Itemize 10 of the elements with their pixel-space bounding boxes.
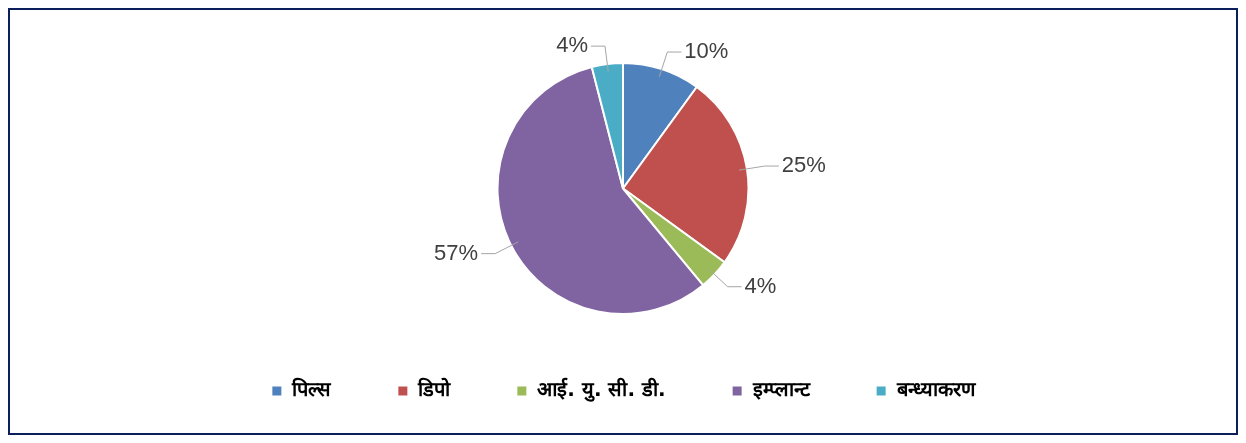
legend-label: पिल्स bbox=[291, 377, 333, 402]
data-label: 57% bbox=[434, 239, 479, 265]
data-label: 4% bbox=[744, 272, 777, 298]
data-label: 4% bbox=[556, 32, 589, 58]
data-label: 10% bbox=[684, 38, 729, 64]
legend-label: इम्प्लान्ट bbox=[751, 377, 811, 402]
legend-label: बन्ध्याकरण bbox=[895, 377, 977, 402]
data-label: 25% bbox=[781, 152, 826, 178]
legend-label: आई. यु. सी. डी. bbox=[537, 377, 666, 403]
legend-label: डिपो bbox=[417, 377, 452, 402]
